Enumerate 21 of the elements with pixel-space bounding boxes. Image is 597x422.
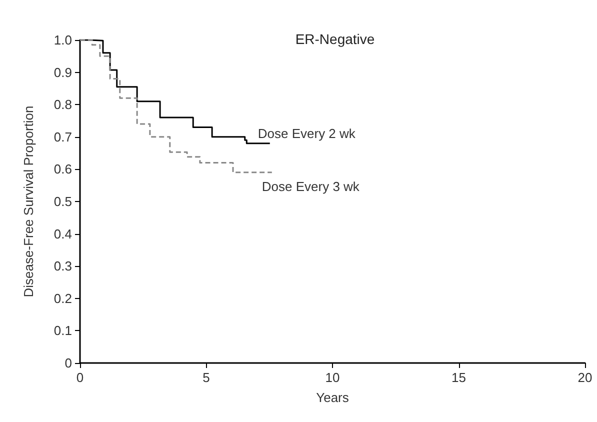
y-tick-label: 0.4 (54, 226, 72, 242)
y-tick-label: 0.5 (54, 194, 72, 209)
y-tick-label: 0 (64, 356, 72, 370)
y-tick-label: 0.1 (54, 323, 72, 338)
y-tick-label: 0.3 (54, 258, 72, 274)
y-tick-label: 0.6 (54, 162, 72, 177)
x-axis-title: Years (316, 390, 350, 405)
y-tick-label: 0.7 (54, 129, 72, 144)
y-tick-label: 0.2 (54, 290, 72, 306)
y-tick-label: 1.0 (54, 32, 72, 48)
y-axis-title: Disease-Free Survival Proportion (21, 106, 36, 298)
x-tick-label: 20 (578, 370, 592, 385)
x-tick-label: 5 (202, 370, 210, 385)
chart-title: ER-Negative (295, 31, 375, 47)
y-tick-label: 0.9 (54, 64, 72, 80)
series-label: Dose Every 2 wk (258, 126, 356, 141)
x-tick-label: 15 (452, 370, 466, 385)
x-tick-label: 0 (76, 370, 84, 385)
y-tick-label: 0.8 (54, 97, 72, 112)
series-label: Dose Every 3 wk (262, 178, 360, 194)
x-tick-label: 10 (325, 370, 340, 385)
